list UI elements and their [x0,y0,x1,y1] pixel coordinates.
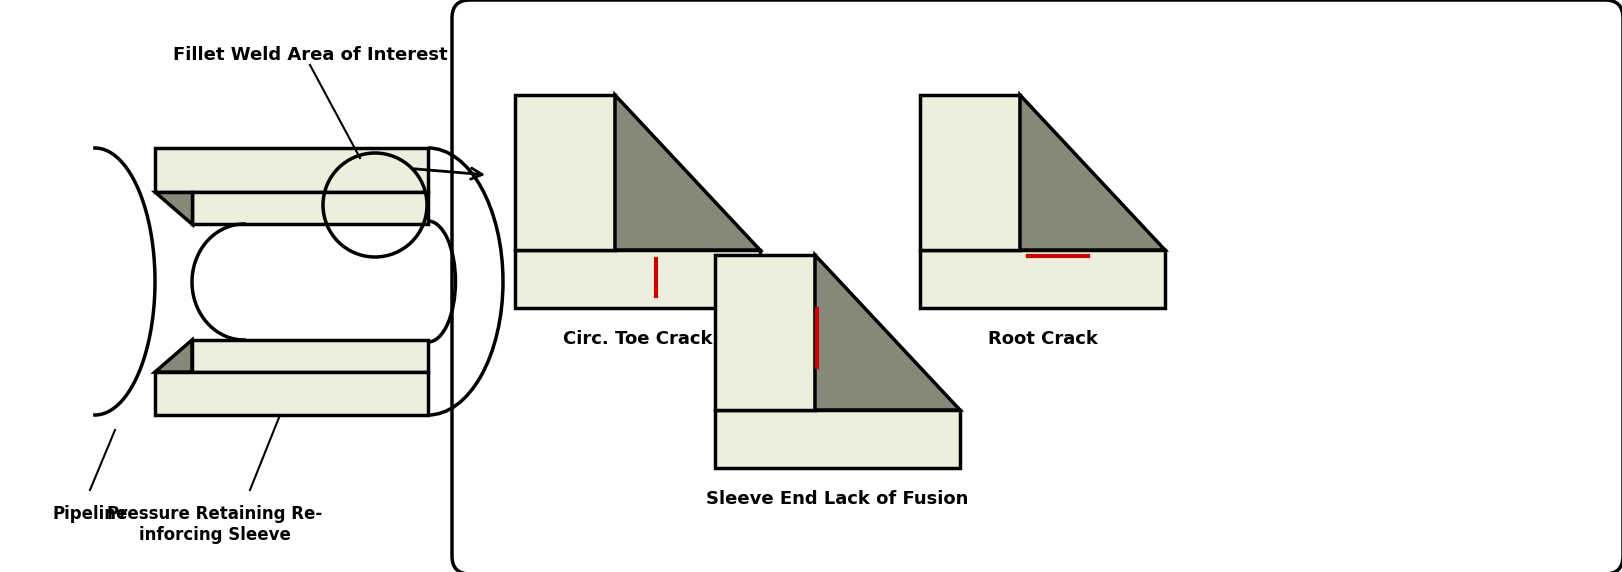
Text: Pipeline: Pipeline [52,505,128,523]
Polygon shape [814,255,960,410]
Bar [156,372,428,415]
Text: Root Crack: Root Crack [988,330,1098,348]
Polygon shape [156,192,191,224]
Bar [715,255,814,410]
Bar [516,250,761,308]
Text: Circ. Toe Crack: Circ. Toe Crack [563,330,712,348]
Bar [920,95,1020,250]
Bar [715,410,960,468]
FancyBboxPatch shape [453,0,1622,572]
Bar [191,192,428,224]
Text: Pressure Retaining Re-
inforcing Sleeve: Pressure Retaining Re- inforcing Sleeve [107,505,323,544]
Bar [920,250,1165,308]
Bar [156,148,428,192]
Polygon shape [1020,95,1165,250]
Bar [191,340,428,372]
Polygon shape [615,95,761,250]
Polygon shape [156,340,191,372]
Text: Fillet Weld Area of Interest: Fillet Weld Area of Interest [172,46,448,64]
Text: Sleeve End Lack of Fusion: Sleeve End Lack of Fusion [706,490,968,508]
Bar [516,95,615,250]
